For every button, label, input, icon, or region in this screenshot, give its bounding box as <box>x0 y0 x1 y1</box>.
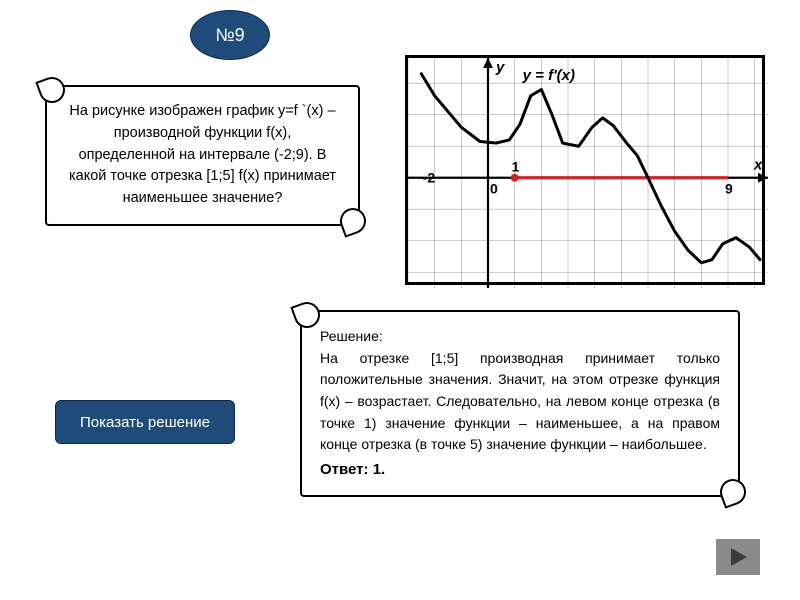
svg-text:-2: -2 <box>423 170 436 186</box>
svg-text:9: 9 <box>725 181 733 197</box>
problem-statement-box: На рисунке изображен график y=f `(x) – п… <box>45 85 360 226</box>
svg-text:0: 0 <box>490 181 498 197</box>
derivative-graph: y x y = f'(x) -2 10 9 <box>405 55 765 285</box>
svg-text:y = f'(x): y = f'(x) <box>522 67 575 84</box>
solution-answer: Ответ: 1. <box>320 458 720 481</box>
solution-label: Решение: <box>320 328 383 344</box>
triangle-right-icon <box>727 546 749 568</box>
problem-statement-text: На рисунке изображен график y=f `(x) – п… <box>69 103 336 206</box>
solution-box: Решение: На отрезке [1;5] производная пр… <box>300 310 740 497</box>
svg-text:1: 1 <box>512 159 520 175</box>
svg-text:y: y <box>495 59 505 76</box>
svg-text:x: x <box>753 157 763 174</box>
solution-text: На отрезке [1;5] производная принимает т… <box>320 350 720 453</box>
problem-number-badge: №9 <box>190 10 270 60</box>
show-solution-button[interactable]: Показать решение <box>55 400 235 444</box>
problem-number-text: №9 <box>215 25 244 46</box>
next-button[interactable] <box>716 539 760 575</box>
show-solution-label: Показать решение <box>80 414 210 431</box>
